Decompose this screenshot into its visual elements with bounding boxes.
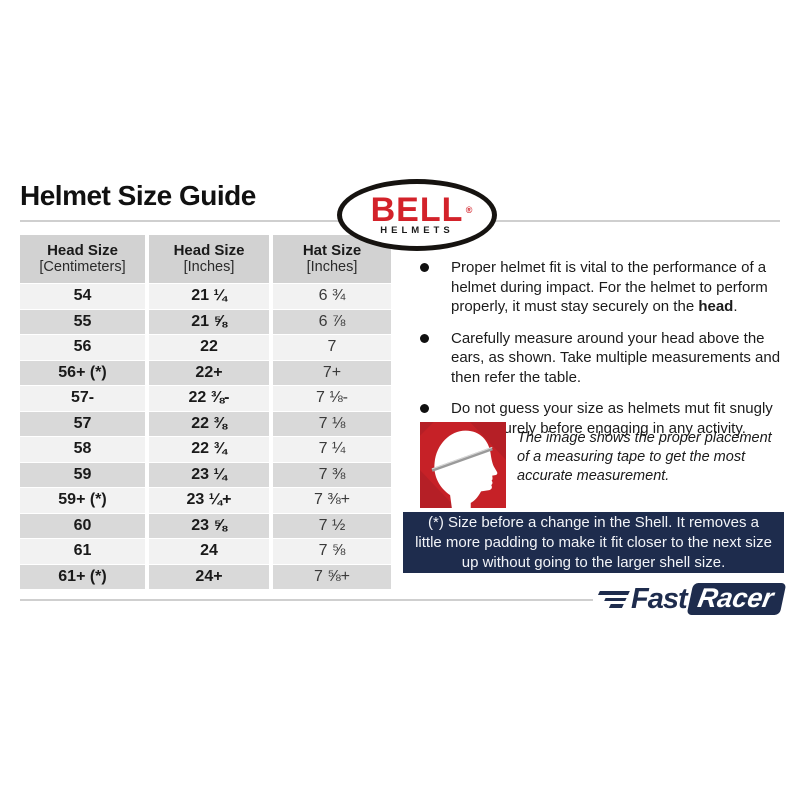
measure-caption: The image shows the proper placement of … [517,430,772,484]
cell-hat-in: 7 ⅜ [273,462,391,487]
list-item: Do not guess your size as helmets mut fi… [403,399,788,438]
page-title: Helmet Size Guide [20,180,256,211]
cell-head-cm: 61+ (*) [20,564,145,589]
header-cell-hat-in: Hat Size [Inches] [273,235,391,283]
table-row: 56+ (*) 22+ 7+ [20,360,391,385]
table-row: 59+ (*) 23 ¼+ 7 ⅜+ [20,488,391,513]
cell-head-in: 24 [149,539,269,564]
fastracer-logo: Fast Racer [596,582,787,616]
cell-head-cm: 57- [20,386,145,411]
table-row: 59 23 ¼ 7 ⅜ [20,462,391,487]
table-row: 56 22 7 [20,335,391,360]
cell-head-cm: 57 [20,411,145,436]
cell-head-in: 21 ⅝ [149,309,269,334]
cell-head-in: 23 ¼ [149,462,269,487]
table-row: 61 24 7 ⅝ [20,539,391,564]
cell-head-in: 22 ⅜ [149,411,269,436]
cell-hat-in: 7 [273,335,391,360]
shell-size-note: (*) Size before a change in the Shell. I… [403,512,784,573]
cell-head-cm: 59 [20,462,145,487]
bell-helmets-text: HELMETS [380,224,454,236]
bullet-icon [420,263,429,272]
bullet-icon [420,333,429,343]
bell-brand-text: BELL ® [370,190,474,229]
cell-hat-in: 7 ½ [273,513,391,538]
cell-head-in: 22 [149,335,269,360]
cell-head-in: 24+ [149,564,269,589]
cell-head-cm: 59+ (*) [20,488,145,513]
fit-notes-list: Proper helmet fit is vital to the perfor… [403,258,788,450]
fastracer-fast-text: Fast [631,583,688,615]
cell-head-cm: 61 [20,539,145,564]
cell-head-cm: 54 [20,284,145,309]
cell-head-in: 22 ¾ [149,437,269,462]
table-row: 61+ (*) 24+ 7 ⅝+ [20,564,391,589]
cell-head-in: 23 ⅝ [149,513,269,538]
header-cell-head-in: Head Size [Inches] [149,235,269,283]
table-row: 57- 22 ⅜- 7 ⅛- [20,386,391,411]
cell-head-in: 22+ [149,360,269,385]
cell-head-cm: 56+ (*) [20,360,145,385]
cell-hat-in: 7 ⅜+ [273,488,391,513]
bell-helmets-logo: BELL ® HELMETS [337,179,497,251]
cell-head-cm: 58 [20,437,145,462]
cell-head-in: 22 ⅜- [149,386,269,411]
list-item: Carefully measure around your head above… [403,329,788,388]
cell-head-cm: 55 [20,309,145,334]
registered-mark: ® [465,204,474,215]
footer-divider [20,599,593,601]
header-cell-head-cm: Head Size [Centimeters] [20,235,145,283]
head-measuring-tape-icon [420,422,506,508]
cell-head-in: 21 ¼ [149,284,269,309]
cell-hat-in: 7 ⅛- [273,386,391,411]
table-body: 54 21 ¼ 6 ¾ 55 21 ⅝ 6 ⅞ 56 22 7 56+ (*) … [20,284,391,589]
table-row: 58 22 ¾ 7 ¼ [20,437,391,462]
list-item: Proper helmet fit is vital to the perfor… [403,258,788,317]
cell-hat-in: 7 ¼ [273,437,391,462]
cell-hat-in: 7 ⅝ [273,539,391,564]
bullet-icon [420,404,429,413]
cell-hat-in: 7 ⅛ [273,411,391,436]
cell-head-cm: 60 [20,513,145,538]
cell-hat-in: 7+ [273,360,391,385]
cell-head-in: 23 ¼+ [149,488,269,513]
cell-hat-in: 6 ¾ [273,284,391,309]
table-row: 54 21 ¼ 6 ¾ [20,284,391,309]
speed-lines-icon [592,590,630,608]
table-row: 60 23 ⅝ 7 ½ [20,513,391,538]
fastracer-racer-badge: Racer [686,583,787,615]
cell-hat-in: 6 ⅞ [273,309,391,334]
table-header-row: Head Size [Centimeters] Head Size [Inche… [20,235,391,283]
table-row: 55 21 ⅝ 6 ⅞ [20,309,391,334]
fastracer-racer-text: Racer [695,583,776,613]
table-row: 57 22 ⅜ 7 ⅛ [20,411,391,436]
cell-hat-in: 7 ⅝+ [273,564,391,589]
table-header: Head Size [Centimeters] Head Size [Inche… [20,235,391,283]
size-table: Head Size [Centimeters] Head Size [Inche… [20,235,391,590]
cell-head-cm: 56 [20,335,145,360]
